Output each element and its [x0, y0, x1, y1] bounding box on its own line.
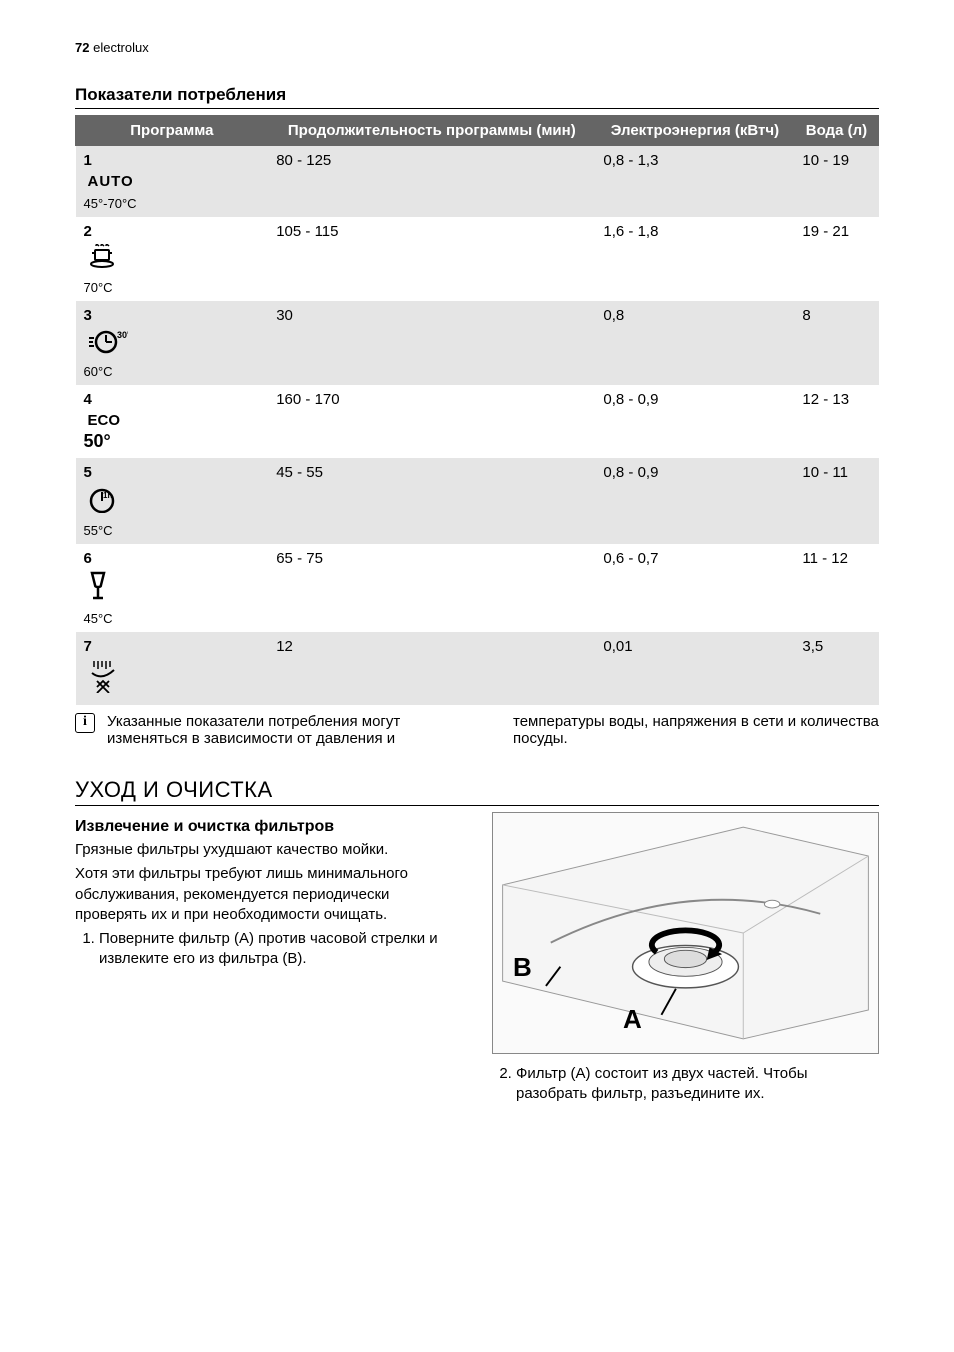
- cell-program: 7: [76, 632, 269, 705]
- svg-text:30': 30': [117, 330, 128, 340]
- cell-program: 6 45°C: [76, 544, 269, 632]
- brand-name: electrolux: [93, 40, 149, 55]
- table-row: 1 AUTO 45°-70°C 80 - 1250,8 - 1,310 - 19: [76, 146, 879, 218]
- col-water: Вода (л): [794, 116, 878, 146]
- cell-water: 19 - 21: [794, 217, 878, 301]
- note-block: i Указанные показатели потребления могут…: [75, 713, 879, 747]
- col-energy: Электроэнергия (кВтч): [595, 116, 794, 146]
- care-subtitle: Извлечение и очистка фильтров: [75, 818, 462, 836]
- cell-duration: 30: [268, 301, 595, 385]
- cell-water: 8: [794, 301, 878, 385]
- cell-water: 3,5: [794, 632, 878, 705]
- cell-duration: 45 - 55: [268, 458, 595, 544]
- care-steps-right: Фильтр (A) состоит из двух частей. Чтобы…: [492, 1064, 879, 1105]
- program-temp: 55°C: [84, 523, 261, 538]
- care-step-1: Поверните фильтр (A) против часо­вой стр…: [99, 929, 462, 970]
- program-temp: 45°-70°C: [84, 196, 261, 211]
- cell-program: 2 70°C: [76, 217, 269, 301]
- program-temp: 70°C: [84, 280, 261, 295]
- page-header: 72 electrolux: [75, 40, 879, 55]
- cell-energy: 1,6 - 1,8: [595, 217, 794, 301]
- auto-icon: AUTO: [88, 173, 134, 190]
- table-row: 7 120,013,5: [76, 632, 879, 705]
- table-row: 4 ECO 50° 160 - 1700,8 - 0,912 - 13: [76, 385, 879, 458]
- cell-water: 11 - 12: [794, 544, 878, 632]
- table-row: 2 70°C 105 - 1151,6 - 1,819 - 21: [76, 217, 879, 301]
- care-step-2: Фильтр (A) состоит из двух частей. Чтобы…: [516, 1064, 879, 1105]
- cell-energy: 0,8 - 1,3: [595, 146, 794, 218]
- program-number: 7: [84, 638, 261, 655]
- program-number: 6: [84, 550, 261, 567]
- cell-water: 12 - 13: [794, 385, 878, 458]
- clock-30-icon: 30': [88, 328, 128, 354]
- eco-deg: 50°: [84, 431, 111, 451]
- cell-energy: 0,6 - 0,7: [595, 544, 794, 632]
- col-program: Программа: [76, 116, 269, 146]
- cell-water: 10 - 11: [794, 458, 878, 544]
- care-steps: Поверните фильтр (A) против часо­вой стр…: [75, 929, 462, 970]
- svg-text:1h: 1h: [103, 491, 112, 500]
- eco-icon: ECO: [88, 412, 121, 429]
- cell-energy: 0,01: [595, 632, 794, 705]
- spray-icon: [88, 659, 118, 693]
- cell-program: 3 30' 60°C: [76, 301, 269, 385]
- figure-label-a: A: [623, 1004, 642, 1035]
- glass-icon: [88, 571, 108, 601]
- program-number: 3: [84, 307, 261, 324]
- clock-1h-icon: 1h: [88, 485, 118, 513]
- program-temp: 45°C: [84, 611, 261, 626]
- cell-program: 1 AUTO 45°-70°C: [76, 146, 269, 218]
- filter-figure: B A: [492, 812, 879, 1054]
- cell-energy: 0,8 - 0,9: [595, 458, 794, 544]
- table-row: 5 1h 55°C 45 - 550,8 - 0,910 - 11: [76, 458, 879, 544]
- care-content: Извлечение и очистка фильтров Грязные фи…: [75, 812, 879, 1111]
- care-title: УХОД И ОЧИСТКА: [75, 777, 879, 806]
- program-number: 4: [84, 391, 261, 408]
- consumption-table: Программа Продолжитель­ность программы (…: [75, 115, 879, 705]
- cell-energy: 0,8 - 0,9: [595, 385, 794, 458]
- table-row: 6 45°C 65 - 750,6 - 0,711 - 12: [76, 544, 879, 632]
- cell-duration: 105 - 115: [268, 217, 595, 301]
- program-number: 5: [84, 464, 261, 481]
- program-number: 2: [84, 223, 261, 240]
- cell-water: 10 - 19: [794, 146, 878, 218]
- pot-icon: [88, 244, 116, 270]
- cell-energy: 0,8: [595, 301, 794, 385]
- cell-program: 5 1h 55°C: [76, 458, 269, 544]
- filter-diagram-svg: [493, 813, 878, 1053]
- program-number: 1: [84, 152, 261, 169]
- program-temp: 60°C: [84, 364, 261, 379]
- page-number: 72: [75, 40, 89, 55]
- cell-duration: 12: [268, 632, 595, 705]
- consumption-title: Показатели потребления: [75, 85, 879, 109]
- figure-label-b: B: [513, 952, 532, 983]
- cell-duration: 80 - 125: [268, 146, 595, 218]
- info-icon: i: [75, 713, 95, 733]
- care-paragraph-2: Хотя эти фильтры требуют лишь мини­мальн…: [75, 864, 462, 925]
- care-left-column: Извлечение и очистка фильтров Грязные фи…: [75, 812, 462, 1111]
- cell-duration: 160 - 170: [268, 385, 595, 458]
- care-right-column: B A Фильтр (A) состоит из двух частей. Ч…: [492, 812, 879, 1111]
- note-text: Указанные показатели потребления могут и…: [107, 713, 879, 747]
- cell-program: 4 ECO 50°: [76, 385, 269, 458]
- col-duration: Продолжитель­ность программы (мин): [268, 116, 595, 146]
- care-paragraph-1: Грязные фильтры ухудшают качество мойки.: [75, 840, 462, 860]
- cell-duration: 65 - 75: [268, 544, 595, 632]
- table-row: 3 30' 60°C 300,88: [76, 301, 879, 385]
